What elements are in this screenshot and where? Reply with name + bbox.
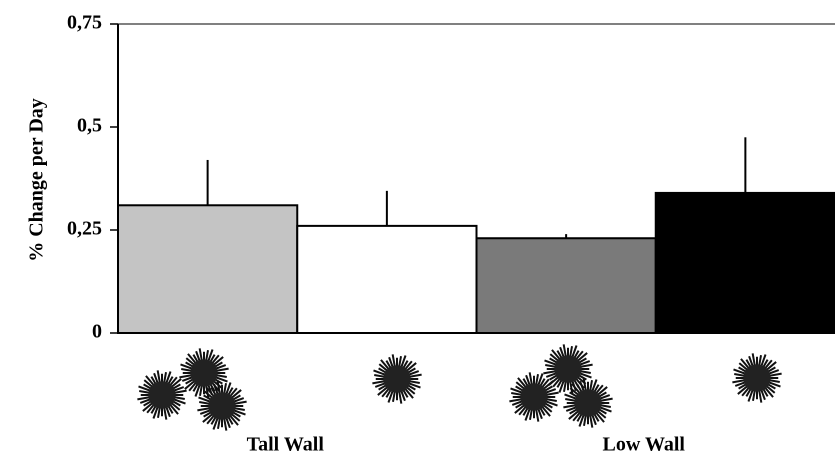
urchin-body xyxy=(574,389,602,417)
bar xyxy=(475,237,657,335)
urchin-body xyxy=(520,383,548,411)
bar xyxy=(117,204,299,334)
urchin-icon xyxy=(197,381,247,431)
urchin-icon xyxy=(732,353,782,403)
urchin-body xyxy=(208,392,236,420)
y-tick-label: 0,25 xyxy=(67,218,102,240)
y-tick-label: 0,75 xyxy=(67,12,102,34)
urchin-body xyxy=(190,359,218,387)
bar xyxy=(654,191,835,334)
urchin-body xyxy=(554,355,582,383)
urchin-icon xyxy=(509,372,559,422)
bar xyxy=(296,224,478,335)
urchin-icon xyxy=(179,348,229,398)
y-tick-label: 0,5 xyxy=(77,115,102,137)
urchin-icon xyxy=(137,370,187,420)
group-label: Tall Wall xyxy=(247,434,325,456)
group-label: Low Wall xyxy=(603,434,686,456)
y-tick-label: 0 xyxy=(92,321,102,343)
urchin-body xyxy=(148,381,176,409)
urchin-icon xyxy=(372,354,422,404)
y-axis-label: % Change per Day xyxy=(26,98,48,262)
urchin-icon xyxy=(563,378,613,428)
urchin-body xyxy=(383,365,411,393)
urchin-body xyxy=(743,364,771,392)
